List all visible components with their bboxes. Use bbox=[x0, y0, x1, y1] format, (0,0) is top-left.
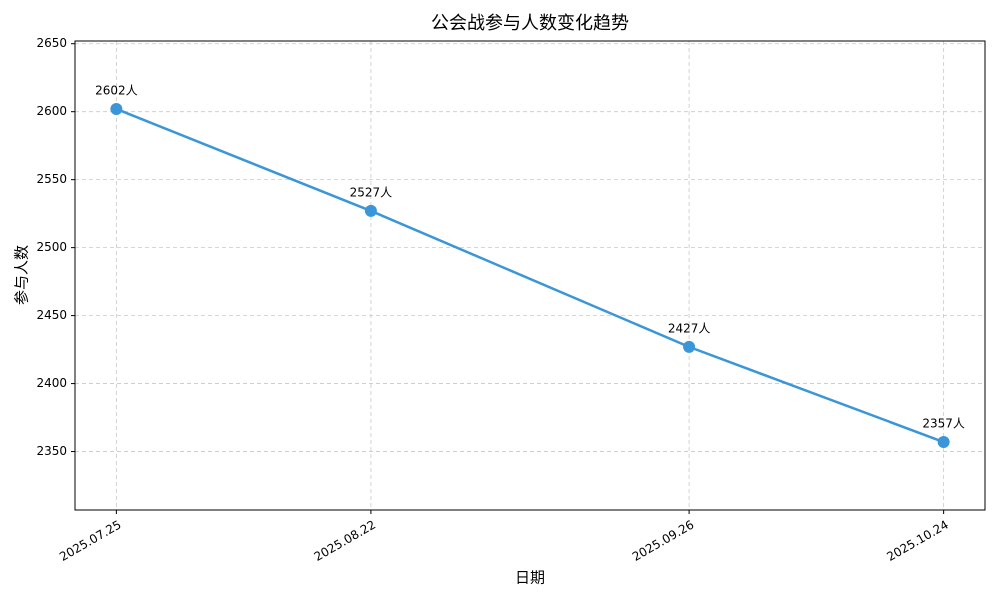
data-label: 2602人 bbox=[95, 83, 138, 97]
data-label: 2527人 bbox=[350, 185, 393, 199]
data-point bbox=[364, 204, 377, 217]
data-point bbox=[683, 340, 696, 353]
chart-title: 公会战参与人数变化趋势 bbox=[431, 13, 629, 34]
y-tick-label: 2550 bbox=[36, 172, 67, 186]
x-axis-label: 日期 bbox=[515, 569, 545, 587]
x-tick-label: 2025.10.24 bbox=[884, 518, 951, 564]
plot-frame bbox=[74, 40, 986, 511]
y-tick-label: 2450 bbox=[36, 308, 67, 322]
x-tick-label: 2025.09.26 bbox=[630, 518, 697, 564]
y-tick-label: 2350 bbox=[36, 444, 67, 458]
data-label: 2427人 bbox=[668, 321, 711, 335]
y-tick-label: 2650 bbox=[36, 36, 67, 50]
y-tick-label: 2400 bbox=[36, 376, 67, 390]
data-point bbox=[110, 102, 123, 115]
x-tick-label: 2025.08.22 bbox=[312, 518, 379, 564]
y-tick-label: 2600 bbox=[36, 104, 67, 118]
y-axis-label: 参与人数 bbox=[13, 245, 31, 305]
x-tick-label: 2025.07.25 bbox=[57, 518, 124, 564]
data-line bbox=[115, 107, 945, 444]
y-tick-label: 2500 bbox=[36, 240, 67, 254]
data-label: 2357人 bbox=[922, 417, 965, 431]
data-point bbox=[937, 436, 950, 449]
